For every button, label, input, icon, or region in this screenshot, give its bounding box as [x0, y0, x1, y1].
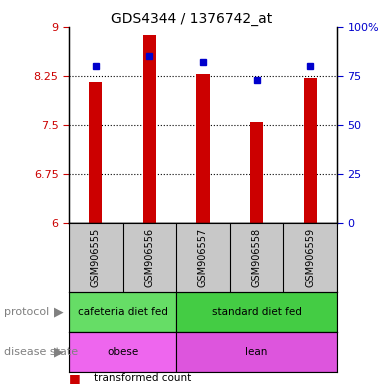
Text: GSM906556: GSM906556	[144, 228, 154, 287]
Text: obese: obese	[107, 347, 138, 358]
Bar	[89, 82, 103, 223]
Text: GSM906557: GSM906557	[198, 228, 208, 287]
Text: protocol: protocol	[4, 307, 49, 317]
Text: disease state: disease state	[4, 347, 78, 358]
Text: lean: lean	[246, 347, 268, 358]
Bar	[250, 121, 264, 223]
Text: GSM906558: GSM906558	[252, 228, 262, 287]
Bar	[142, 35, 156, 223]
Bar	[196, 74, 210, 223]
Text: GSM906555: GSM906555	[91, 228, 101, 287]
Bar	[69, 292, 176, 332]
Text: cafeteria diet fed: cafeteria diet fed	[78, 307, 167, 317]
Text: GSM906559: GSM906559	[305, 228, 315, 287]
Text: ▶: ▶	[54, 346, 63, 359]
Text: ■: ■	[69, 372, 81, 384]
Bar	[69, 332, 176, 372]
Text: ▶: ▶	[54, 306, 63, 318]
Text: GDS4344 / 1376742_at: GDS4344 / 1376742_at	[111, 12, 272, 25]
Bar	[176, 292, 337, 332]
Text: transformed count: transformed count	[94, 373, 191, 383]
Text: standard diet fed: standard diet fed	[212, 307, 301, 317]
Bar	[304, 78, 317, 223]
Bar	[176, 332, 337, 372]
